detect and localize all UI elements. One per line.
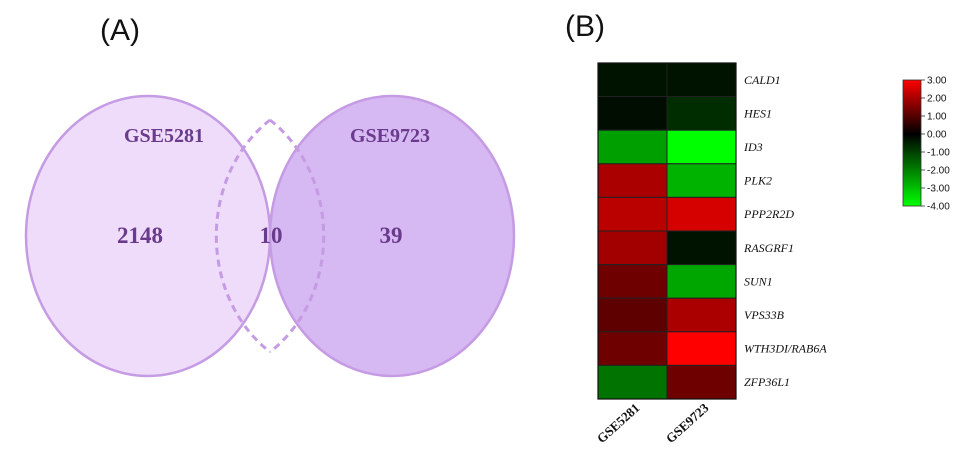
heatmap-row-label: WTH3DI/RAB6A: [744, 342, 827, 356]
venn-count-gse5281-only: 2148: [117, 223, 163, 248]
venn-set-label-gse9723: GSE9723: [350, 125, 430, 147]
heatmap-cell: [666, 230, 737, 266]
color-scale-tick-label: -4.00: [927, 202, 950, 213]
heatmap-cell: [597, 364, 668, 400]
heatmap-cell: [597, 163, 668, 198]
venn-intersection-boundary-left: [214, 118, 271, 354]
heatmap-cell: [666, 196, 737, 232]
color-scale-tick-label: 1.00: [927, 112, 947, 123]
heatmap-row-label: CALD1: [744, 73, 781, 87]
venn-set-label-gse5281: GSE5281: [124, 125, 204, 147]
heatmap-cell: [666, 62, 737, 98]
heatmap: CALD1 HES1 ID3 PLK2 PPP2R2D RASGRF1 SUN1 VPS33B…: [594, 62, 827, 446]
heatmap-cell: [666, 297, 737, 333]
heatmap-cell: [597, 62, 668, 98]
heatmap-row-label: RASGRF1: [743, 241, 794, 255]
heatmap-row-label: PLK2: [743, 174, 772, 188]
heatmap-border: [597, 62, 737, 400]
heatmap-column-label: GSE5281: [594, 400, 643, 446]
heatmap-cell: [666, 129, 737, 165]
heatmap-row-label: SUN1: [744, 274, 773, 288]
heatmap-cell: [597, 230, 668, 266]
heatmap-cell: [666, 331, 737, 366]
heatmap-row-label: VPS33B: [744, 308, 785, 322]
panel-b-label: (B): [565, 10, 605, 43]
color-scale-tick-label: 3.00: [927, 76, 947, 87]
heatmap-cell: [666, 163, 737, 198]
heatmap-cell: [597, 331, 668, 366]
color-scale-tick-label: 2.00: [927, 94, 947, 105]
heatmap-cell: [666, 96, 737, 131]
venn-set-gse9723: [268, 94, 516, 378]
heatmap-cell: [597, 129, 668, 165]
heatmap-column-label: GSE9723: [663, 400, 712, 446]
heatmap-row-label: ID3: [743, 140, 763, 154]
venn-count-intersection: 10: [260, 223, 283, 248]
color-scale-tick-label: -3.00: [927, 184, 950, 195]
venn-count-gse9723-only: 39: [380, 223, 403, 248]
heatmap-cell: [597, 264, 668, 299]
venn-intersection-boundary-right: [269, 118, 326, 354]
heatmap-cell: [597, 96, 668, 131]
heatmap-row-label: PPP2R2D: [743, 207, 794, 221]
color-scale: 3.00 2.00 1.00 0.00 -1.00 -2.00 -3.00 -4.00: [902, 76, 950, 213]
heatmap-cell: [666, 364, 737, 400]
color-scale-tick-label: -2.00: [927, 166, 950, 177]
heatmap-cell: [666, 264, 737, 299]
color-scale-bar: [902, 79, 922, 207]
heatmap-row-label: ZFP36L1: [744, 375, 790, 389]
color-scale-tick-label: 0.00: [927, 130, 947, 141]
venn-diagram: GSE5281 GSE9723 2148 10 39: [24, 94, 516, 378]
heatmap-cell: [597, 196, 668, 232]
color-scale-tick-label: -1.00: [927, 148, 950, 159]
panel-a-label: (A): [100, 14, 140, 47]
heatmap-row-label: HES1: [743, 106, 772, 120]
heatmap-cell: [597, 297, 668, 333]
